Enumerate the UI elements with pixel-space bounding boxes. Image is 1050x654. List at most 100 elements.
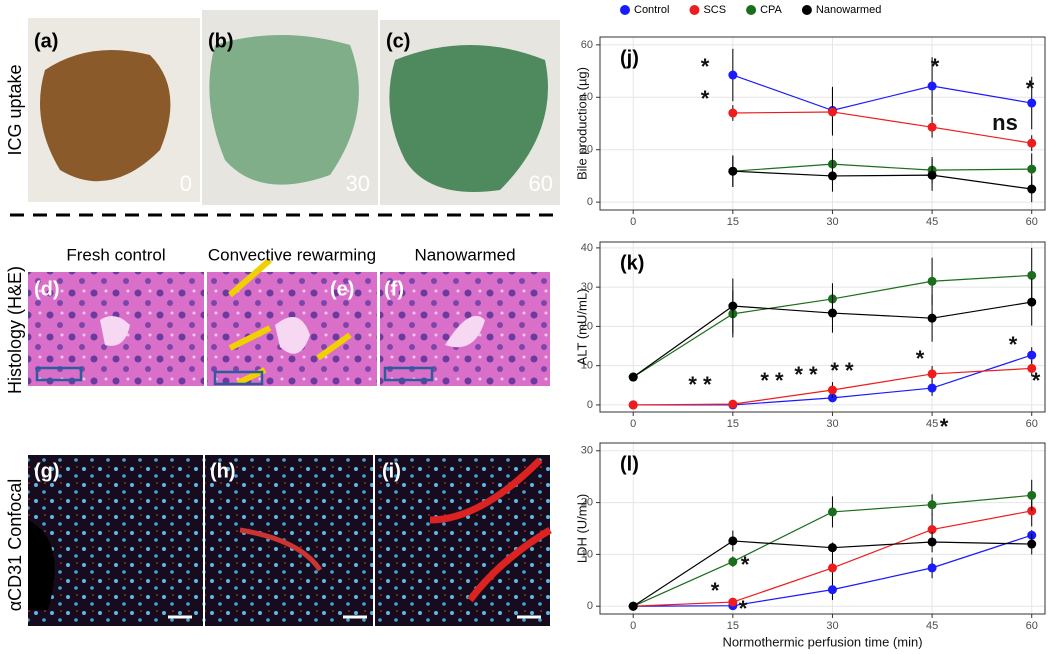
annotation: * xyxy=(1032,368,1041,393)
annotation: * * xyxy=(794,362,818,387)
legend-marker xyxy=(746,5,757,15)
row-label: αCD31 Confocal xyxy=(5,479,25,611)
panel-letter: (f) xyxy=(384,278,404,300)
x-tick-label: 0 xyxy=(630,216,636,228)
point xyxy=(827,563,837,573)
y-tick-label: 30 xyxy=(581,445,593,457)
point xyxy=(1027,363,1037,373)
point xyxy=(728,108,738,118)
point xyxy=(927,313,937,323)
point xyxy=(927,369,937,379)
annotation: * xyxy=(741,552,750,577)
plot-background xyxy=(600,443,1045,614)
point xyxy=(1027,270,1037,280)
time-label: 30 xyxy=(346,171,370,196)
point xyxy=(927,276,937,286)
y-tick-label: 20 xyxy=(581,144,593,156)
point xyxy=(1027,506,1037,516)
x-tick-label: 60 xyxy=(1026,418,1038,430)
annotation: * xyxy=(916,346,925,371)
point xyxy=(728,399,738,409)
chart: 0 10 20 30 40 0 15 30 45 60 ALT (mU/mL) (k) * * * * * … xyxy=(574,241,1046,439)
x-tick-label: 30 xyxy=(826,620,838,632)
column-label: Nanowarmed xyxy=(414,245,515,264)
panel-label: (l) xyxy=(620,453,639,475)
panel-letter: (b) xyxy=(208,30,234,52)
y-axis-label: LDH (U/mL) xyxy=(574,494,589,563)
x-tick-label: 60 xyxy=(1026,216,1038,228)
photos xyxy=(10,10,560,626)
x-tick-label: 45 xyxy=(926,418,938,430)
x-tick-label: 30 xyxy=(826,216,838,228)
point xyxy=(1027,98,1037,108)
legend-label: Nanowarmed xyxy=(816,4,881,16)
x-tick-label: 15 xyxy=(727,418,739,430)
point xyxy=(827,385,837,395)
point xyxy=(827,543,837,553)
legend-marker xyxy=(801,5,812,15)
annotation: * xyxy=(701,86,710,111)
point xyxy=(927,525,937,535)
point xyxy=(1027,490,1037,500)
legend-label: CPA xyxy=(760,4,782,16)
annotation: * * xyxy=(688,372,712,397)
annotation: * * xyxy=(760,368,784,393)
point xyxy=(827,585,837,595)
row-label: Histology (H&E) xyxy=(5,266,25,394)
y-tick-label: 0 xyxy=(587,600,593,612)
point xyxy=(827,171,837,181)
y-tick-label: 40 xyxy=(581,91,593,103)
plot-border xyxy=(599,241,1046,413)
series-line xyxy=(732,163,1032,172)
x-tick-label: 45 xyxy=(926,216,938,228)
y-axis-label: ALT (mU/mL) xyxy=(574,289,589,366)
panel-letter: (h) xyxy=(210,460,236,482)
point xyxy=(927,170,937,180)
annotation: * xyxy=(1009,332,1018,357)
y-tick-label: 60 xyxy=(581,39,593,51)
annotation: ns xyxy=(992,110,1018,135)
x-tick-label: 45 xyxy=(926,620,938,632)
point xyxy=(1027,164,1037,174)
y-tick-label: 20 xyxy=(581,320,593,332)
column-label: Convective rewarming xyxy=(208,245,376,264)
legend-label: SCS xyxy=(703,4,726,16)
point xyxy=(827,308,837,318)
chart: 0 10 20 30 0 15 30 45 60 LDH (U/mL) Normothermic p… xyxy=(574,442,1046,649)
row-label: ICG uptake xyxy=(5,64,25,155)
point xyxy=(927,81,937,91)
annotation: * xyxy=(711,578,720,603)
point xyxy=(1027,297,1037,307)
y-tick-label: 10 xyxy=(581,360,593,372)
point xyxy=(1027,184,1037,194)
point xyxy=(728,301,738,311)
y-tick-label: 20 xyxy=(581,496,593,508)
y-tick-label: 40 xyxy=(581,242,593,254)
panel-letter: (e) xyxy=(330,278,354,300)
series-line xyxy=(732,74,1032,112)
y-axis-label: Bile production (µg) xyxy=(574,67,589,180)
panel-letter: (d) xyxy=(34,278,60,300)
point xyxy=(628,372,638,382)
x-tick-label: 60 xyxy=(1026,620,1038,632)
legend-marker xyxy=(689,5,700,15)
x-tick-label: 0 xyxy=(630,620,636,632)
x-axis-label: Normothermic perfusion time (min) xyxy=(722,634,922,649)
y-tick-label: 0 xyxy=(587,196,593,208)
annotation: * xyxy=(1026,76,1035,101)
plot-border xyxy=(599,442,1046,615)
x-tick-label: 15 xyxy=(727,216,739,228)
point xyxy=(728,557,738,567)
panel-label: (j) xyxy=(620,47,639,69)
point xyxy=(728,536,738,546)
annotation: * xyxy=(940,414,949,439)
point xyxy=(927,122,937,132)
panel-letter: (a) xyxy=(34,30,58,52)
point xyxy=(728,597,738,607)
legend-marker xyxy=(620,5,630,15)
y-tick-label: 0 xyxy=(587,399,593,411)
point xyxy=(927,563,937,573)
annotation: * * xyxy=(830,358,854,383)
panel-letter: (i) xyxy=(382,460,401,482)
